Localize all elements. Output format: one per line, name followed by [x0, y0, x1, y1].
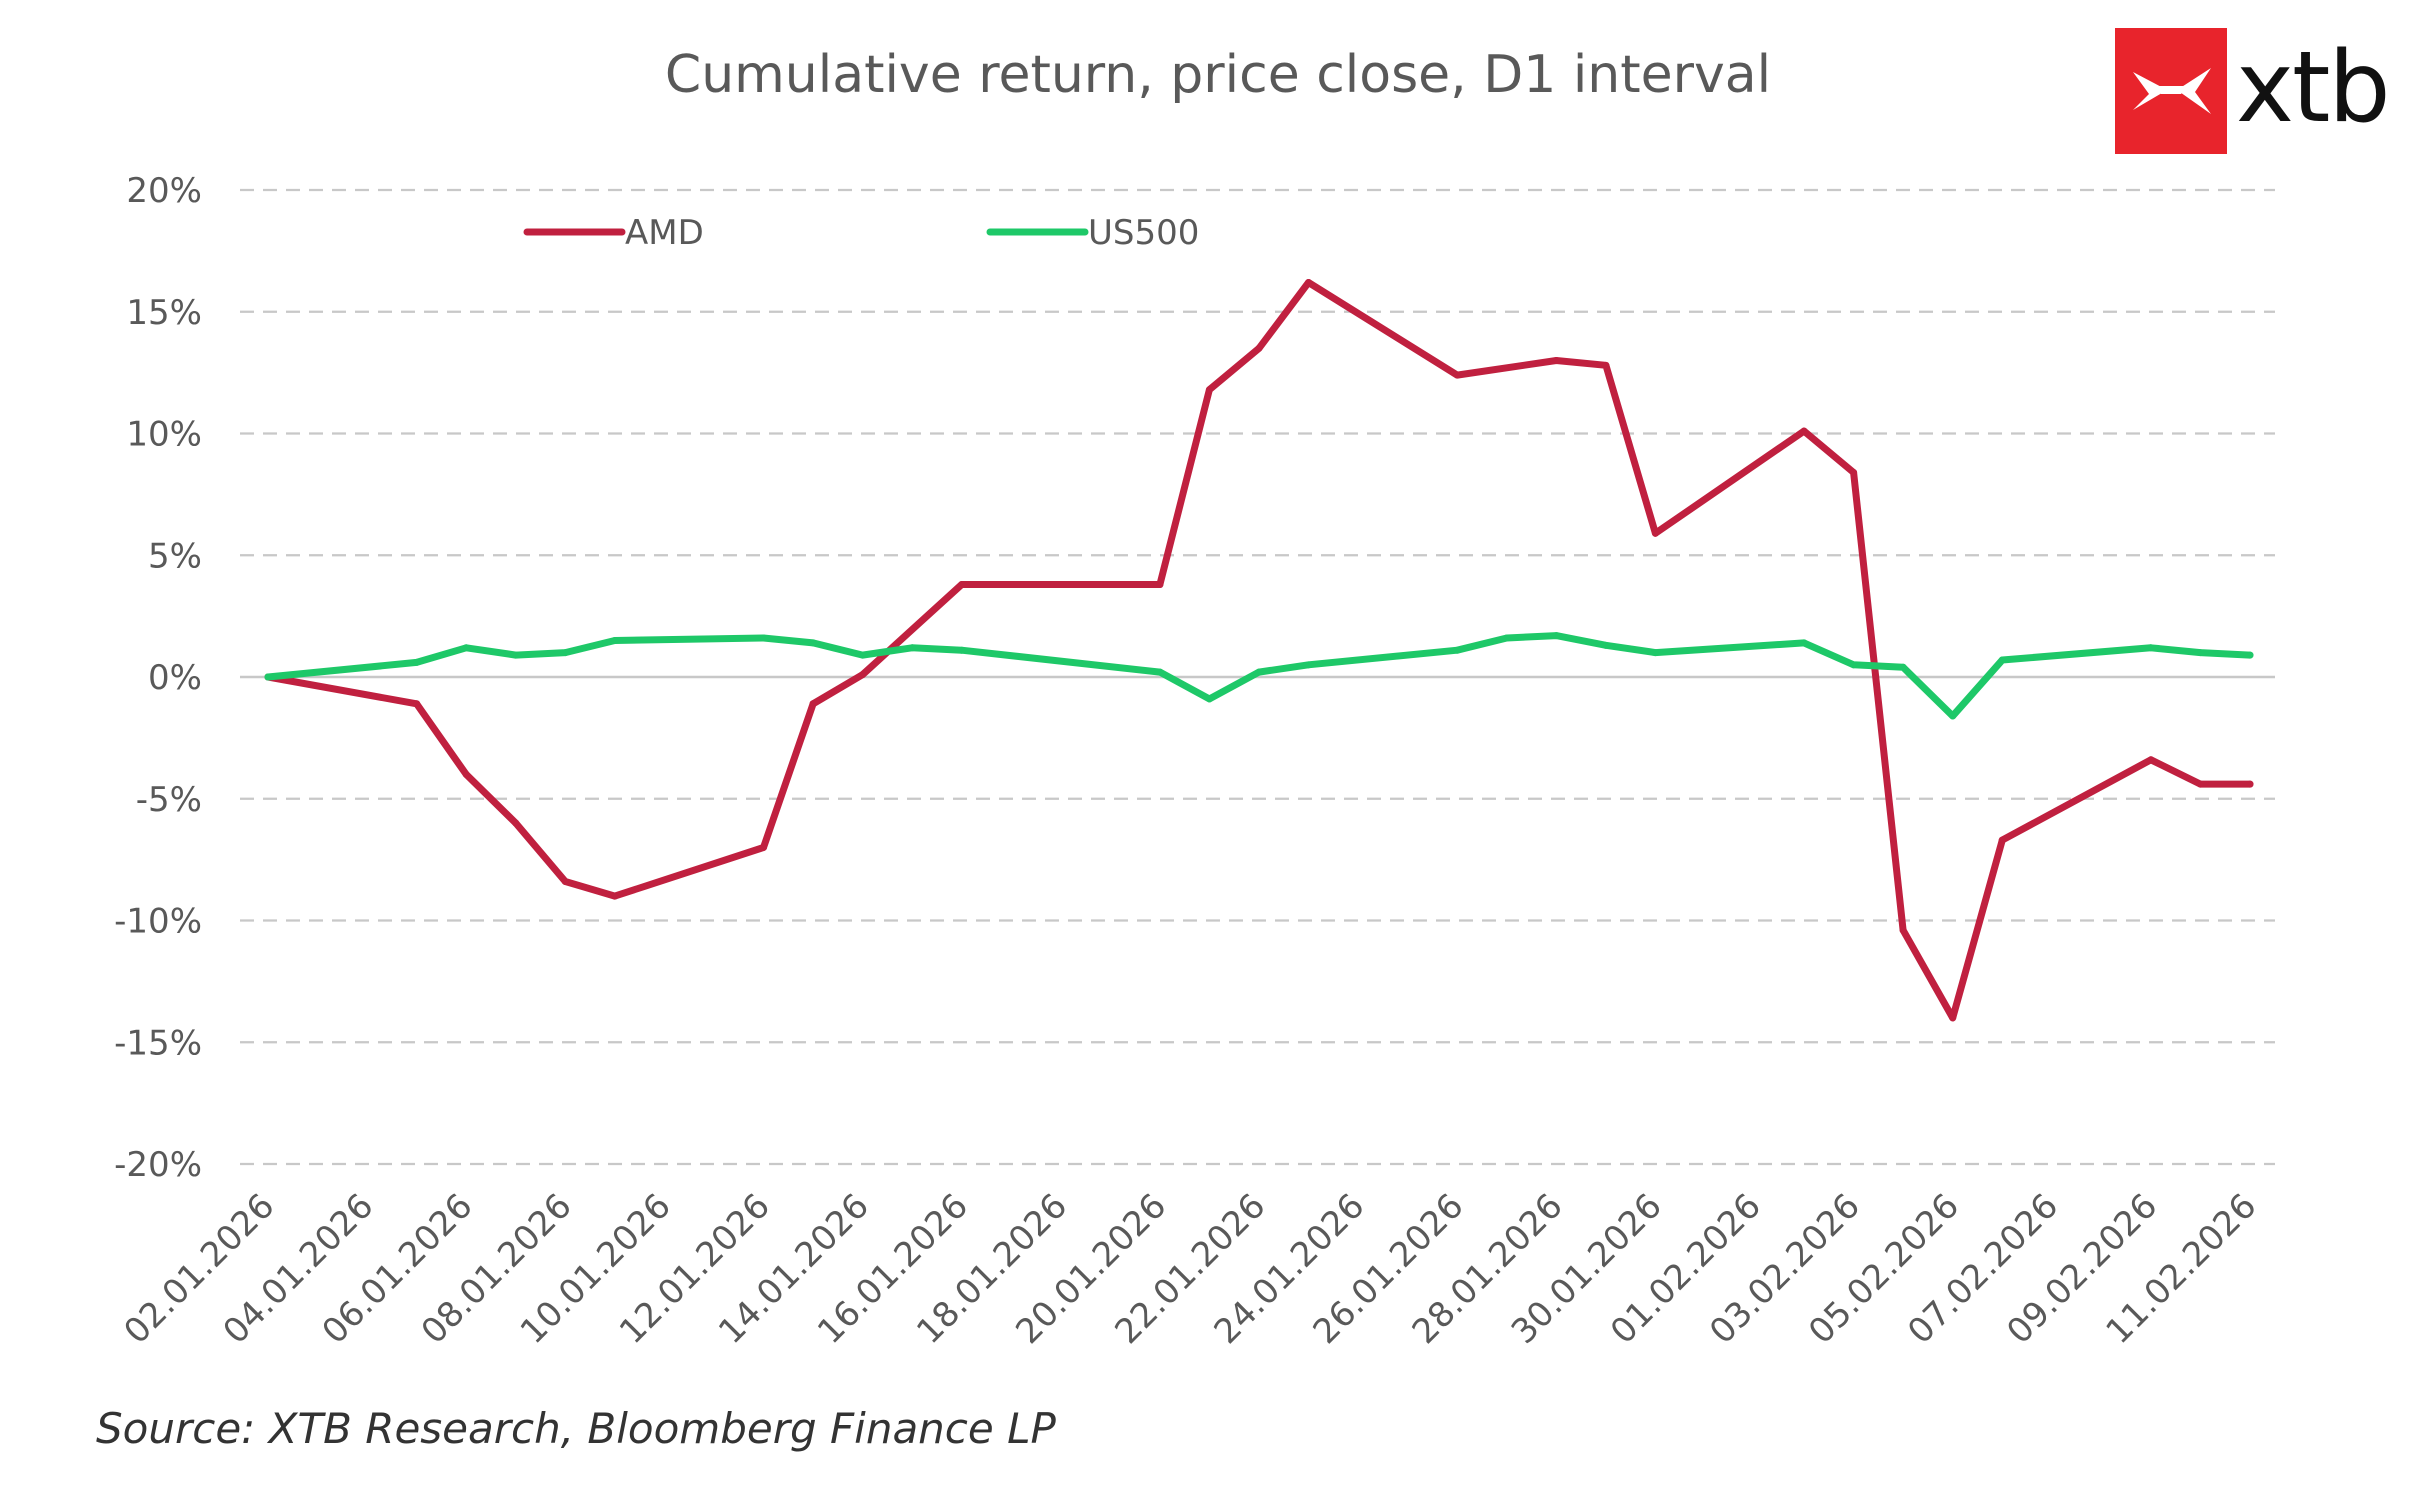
us500-data-point [1305, 661, 1313, 669]
us500-data-point [1850, 661, 1858, 669]
us500-data-point [2196, 649, 2204, 657]
xtb-logo: xtb [2115, 28, 2391, 154]
amd-legend-label: AMD [625, 213, 704, 253]
us500-legend-label: US500 [1088, 213, 1199, 253]
us500-data-point [760, 634, 767, 642]
amd-data-point [512, 819, 520, 827]
amd-data-point [809, 700, 817, 708]
amd-series-line [264, 279, 2254, 1022]
amd-data-point [958, 580, 966, 588]
y-tick-label: 15% [126, 293, 202, 333]
us500-data-point [1255, 668, 1263, 676]
amd-data-point [859, 671, 867, 679]
amd-data-point [1651, 529, 1659, 537]
us500-data-point [1998, 656, 2006, 664]
xtb-x-mark-icon [2115, 28, 2227, 154]
amd-data-point [462, 770, 470, 778]
us500-data-point [2246, 651, 2254, 659]
chart-title: Cumulative return, price close, D1 inter… [665, 45, 1771, 105]
us500-data-point [561, 649, 569, 657]
gridlines [240, 188, 2275, 1166]
y-tick-label: -5% [136, 780, 202, 820]
y-tick-label: 20% [126, 171, 202, 211]
amd-data-point [1552, 356, 1560, 364]
us500-data-point [1205, 695, 1213, 703]
amd-data-point [1205, 386, 1213, 394]
us500-data-point [809, 639, 817, 647]
us500-data-point [611, 636, 619, 644]
y-tick-label: 5% [148, 536, 202, 576]
amd-data-point [2246, 780, 2254, 788]
amd-data-point [1255, 344, 1263, 352]
us500-data-point [1503, 634, 1511, 642]
us500-data-point [512, 651, 520, 659]
amd-data-point [2196, 780, 2204, 788]
us500-data-point [1156, 668, 1164, 676]
us500-data-point [1800, 639, 1808, 647]
y-axis-ticks: 20% 15% 10% 5% 0% -5% -10% -15% -20% [114, 171, 202, 1185]
amd-data-point [413, 700, 421, 708]
us500-data-point [264, 673, 272, 681]
amd-data-point [611, 892, 619, 900]
us500-data-point [908, 644, 916, 652]
us500-data-point [1949, 712, 1957, 720]
series-lines [264, 279, 2254, 1022]
x-axis-ticks: 02.01.202604.01.202606.01.202608.01.2026… [116, 1186, 2264, 1352]
y-tick-label: -20% [114, 1145, 202, 1185]
us500-series-line [264, 632, 2254, 720]
amd-data-point [760, 843, 767, 851]
us500-data-point [1602, 641, 1610, 649]
y-tick-label: -15% [114, 1023, 202, 1063]
us500-data-point [1899, 663, 1907, 671]
us500-data-point [859, 651, 867, 659]
amd-data-point [1949, 1014, 1957, 1022]
amd-data-point [1850, 468, 1858, 476]
y-tick-label: 0% [148, 658, 202, 698]
amd-data-point [1453, 371, 1461, 379]
us500-data-point [1651, 649, 1659, 657]
amd-data-point [2147, 756, 2155, 764]
us500-data-point [462, 644, 470, 652]
y-tick-label: 10% [126, 415, 202, 455]
us500-data-point [1552, 632, 1560, 640]
y-tick-label: -10% [114, 902, 202, 942]
amd-data-point [1998, 836, 2006, 844]
xtb-wordmark: xtb [2236, 31, 2391, 145]
legend: AMD US500 [523, 213, 1199, 253]
source-note: Source: XTB Research, Bloomberg Finance … [96, 1404, 1056, 1453]
us500-data-point [413, 658, 421, 666]
amd-data-point [1602, 361, 1610, 369]
us500-data-point [2147, 644, 2155, 652]
amd-data-point [1156, 580, 1164, 588]
us500-data-point [958, 646, 966, 654]
amd-data-point [1800, 427, 1808, 435]
amd-data-point [1899, 926, 1907, 934]
amd-data-point [1305, 279, 1313, 287]
amd-data-point [561, 878, 569, 886]
us500-data-point [1453, 646, 1461, 654]
